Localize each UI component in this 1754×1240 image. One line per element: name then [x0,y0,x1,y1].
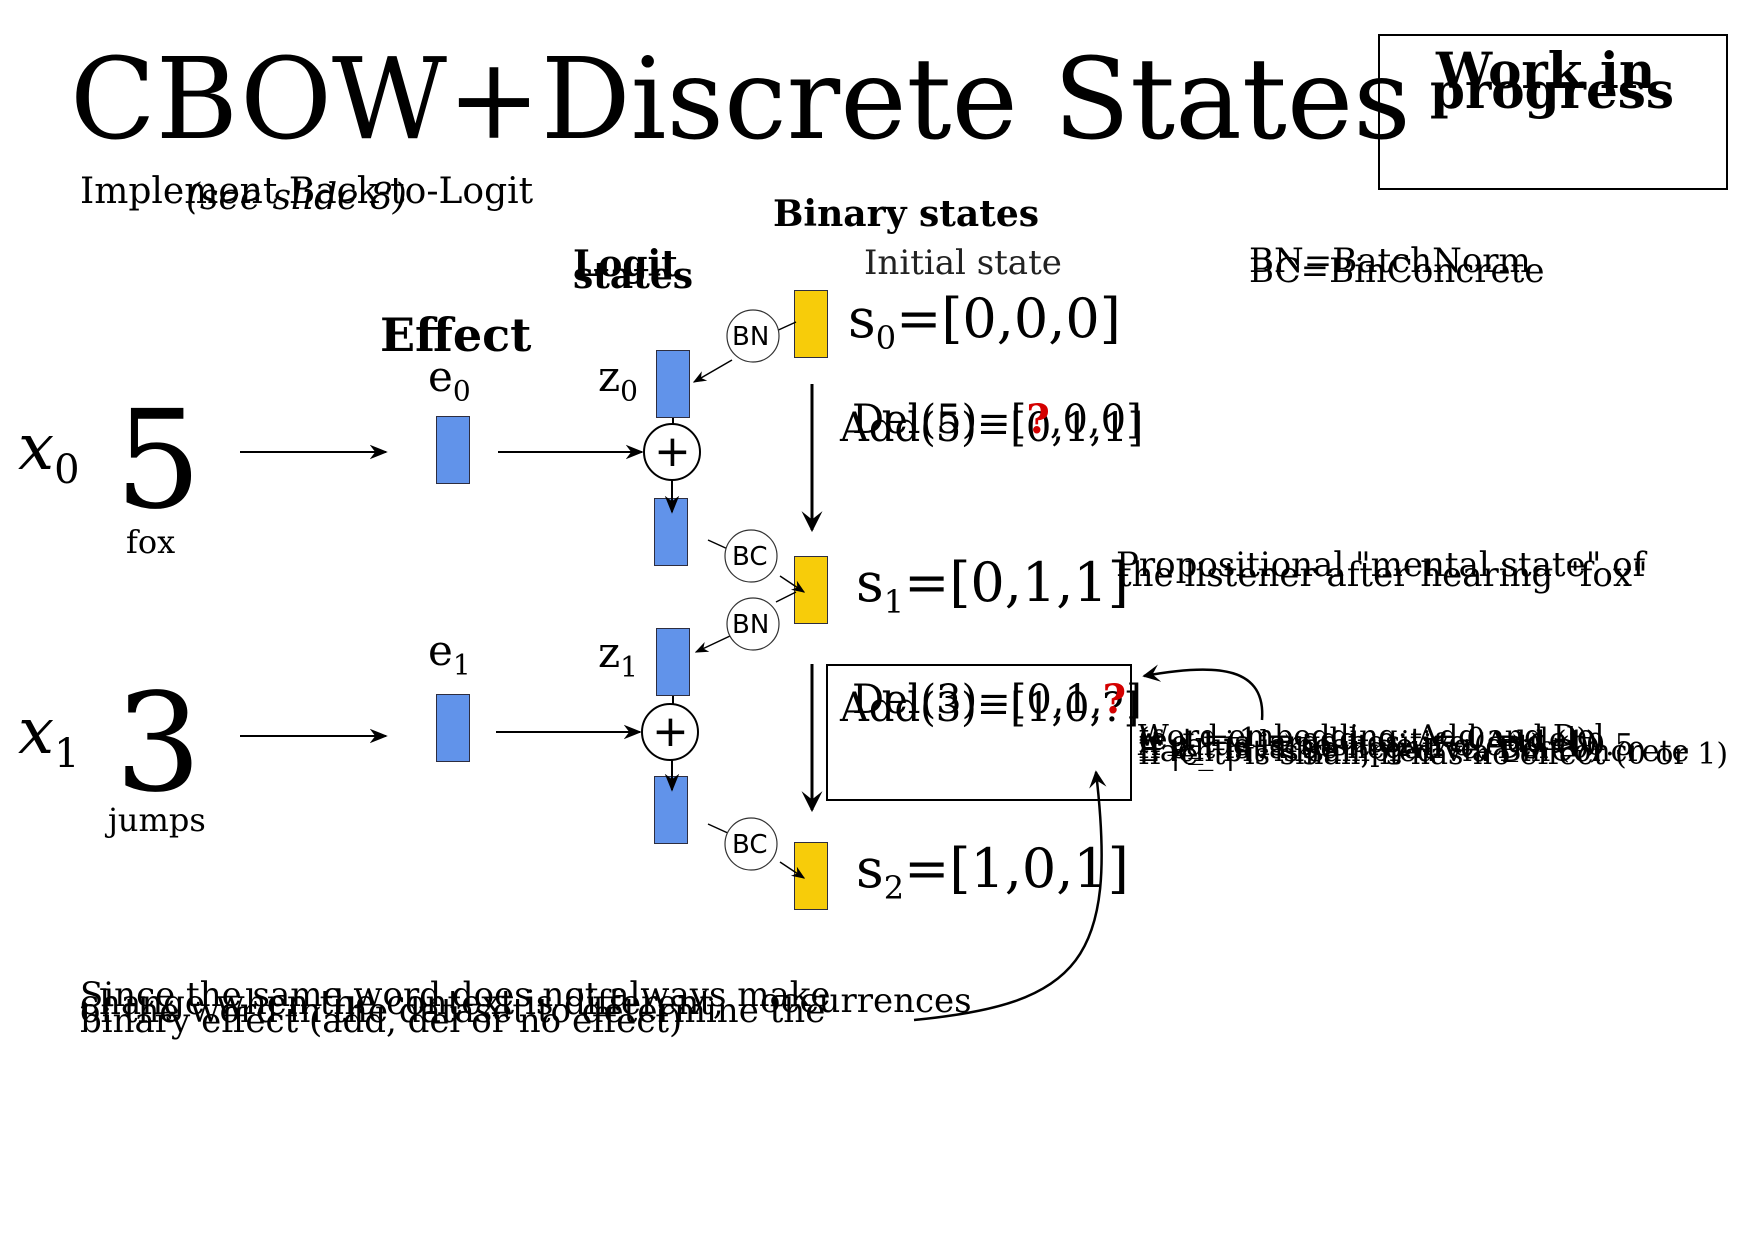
implement-note: Implement Back-to-Logit [80,171,534,212]
page-title: CBOW+Discrete States [70,35,1411,165]
embedding-note-4: A value is positive if σ(e_t) > 0.5 [1138,728,1634,763]
embedding-note-0: Word embedding: Add and Del [1138,719,1605,754]
op1-del: Del(3)=[0,1,?] [852,676,1142,723]
input-x0: x0 [18,411,80,493]
legend-bc: BC=BinConcrete [1249,251,1545,291]
work-in-progress-box [1378,34,1728,190]
input-x1: x1 [18,695,80,777]
state-s2-label: s2=[1,0,1] [856,837,1129,907]
wip-line1: Work in [1436,41,1656,100]
embedding-note-3: If |e_t| is small, it has no effect (0 o… [1138,737,1729,772]
logit-states-heading-2: states [573,255,694,297]
embedding-note-6: (e_t = 1 ⇒ add, e_t = 0 ⇒ del) [1138,722,1588,757]
effect-e0-box [436,416,470,484]
bottom-note-1: change when the context is different, [80,983,724,1023]
bn-circle-1: BN [732,610,770,640]
effect-e0-label: e0 [428,352,471,408]
op0-add: Add(5)=[0,1,1] [840,405,1144,451]
op0-del: Del(5)=[?,0,0] [852,396,1142,443]
state-s0-label: s0=[0,0,0] [848,287,1121,357]
logit-z1-label: z1 [598,628,638,684]
curve-from-bottom-note [913,770,1107,1022]
bottom-note-3: of the word in the dataset to determine … [80,991,826,1031]
bc-circle-1: BC [732,830,768,860]
bottom-note-4: occurrences [760,981,972,1021]
logit-z1-box [656,628,690,696]
embedding-note-1: If e_t is large positive, Add (1) [1138,725,1598,760]
plus-circle-0: + [654,426,691,477]
wip-line2: progress [1430,61,1675,120]
binary-states-heading: Binary states [773,193,1040,235]
state-s0-box [794,290,828,358]
mental-state-line1: Propositional "mental state" of [1116,545,1646,585]
digit-5-image: 5 [115,382,202,540]
embedding-note-5: Each bit is sampled via BinConcrete [1138,734,1690,769]
embedding-note-2: If e_t is large negative, Del (0) [1138,731,1601,766]
see-slide-note: (see slide 8) [186,177,407,218]
bottom-note-2: binary effect (add, del or no effect) [80,1001,683,1041]
effect-e1-label: e1 [428,626,471,682]
curve-to-op1-box [1142,664,1264,721]
bottom-note-0: Since the same word does not always make [80,975,831,1015]
word-jumps: jumps [108,801,206,839]
digit-3-image: 3 [115,665,202,823]
logit-z0-box [656,350,690,418]
logit-states-heading-1: Logit [573,243,678,285]
op1-add: Add(3)=[1,0,?] [840,685,1140,731]
mental-state-line2: the listener after hearing "fox" [1118,555,1648,595]
logit-z0-label: z0 [598,352,638,408]
effect-e1-box [436,694,470,762]
state-s1-label: s1=[0,1,1] [856,551,1129,621]
plus-circle-1: + [652,706,689,757]
legend-bn: BN=BatchNorm [1249,241,1531,281]
op1-box [826,664,1132,801]
bn-circle-0: BN [732,322,770,352]
word-fox: fox [126,523,176,561]
initial-state-label: Initial state [864,243,1062,283]
bc-circle-0: BC [732,542,768,572]
effect-heading: Effect [380,308,532,362]
